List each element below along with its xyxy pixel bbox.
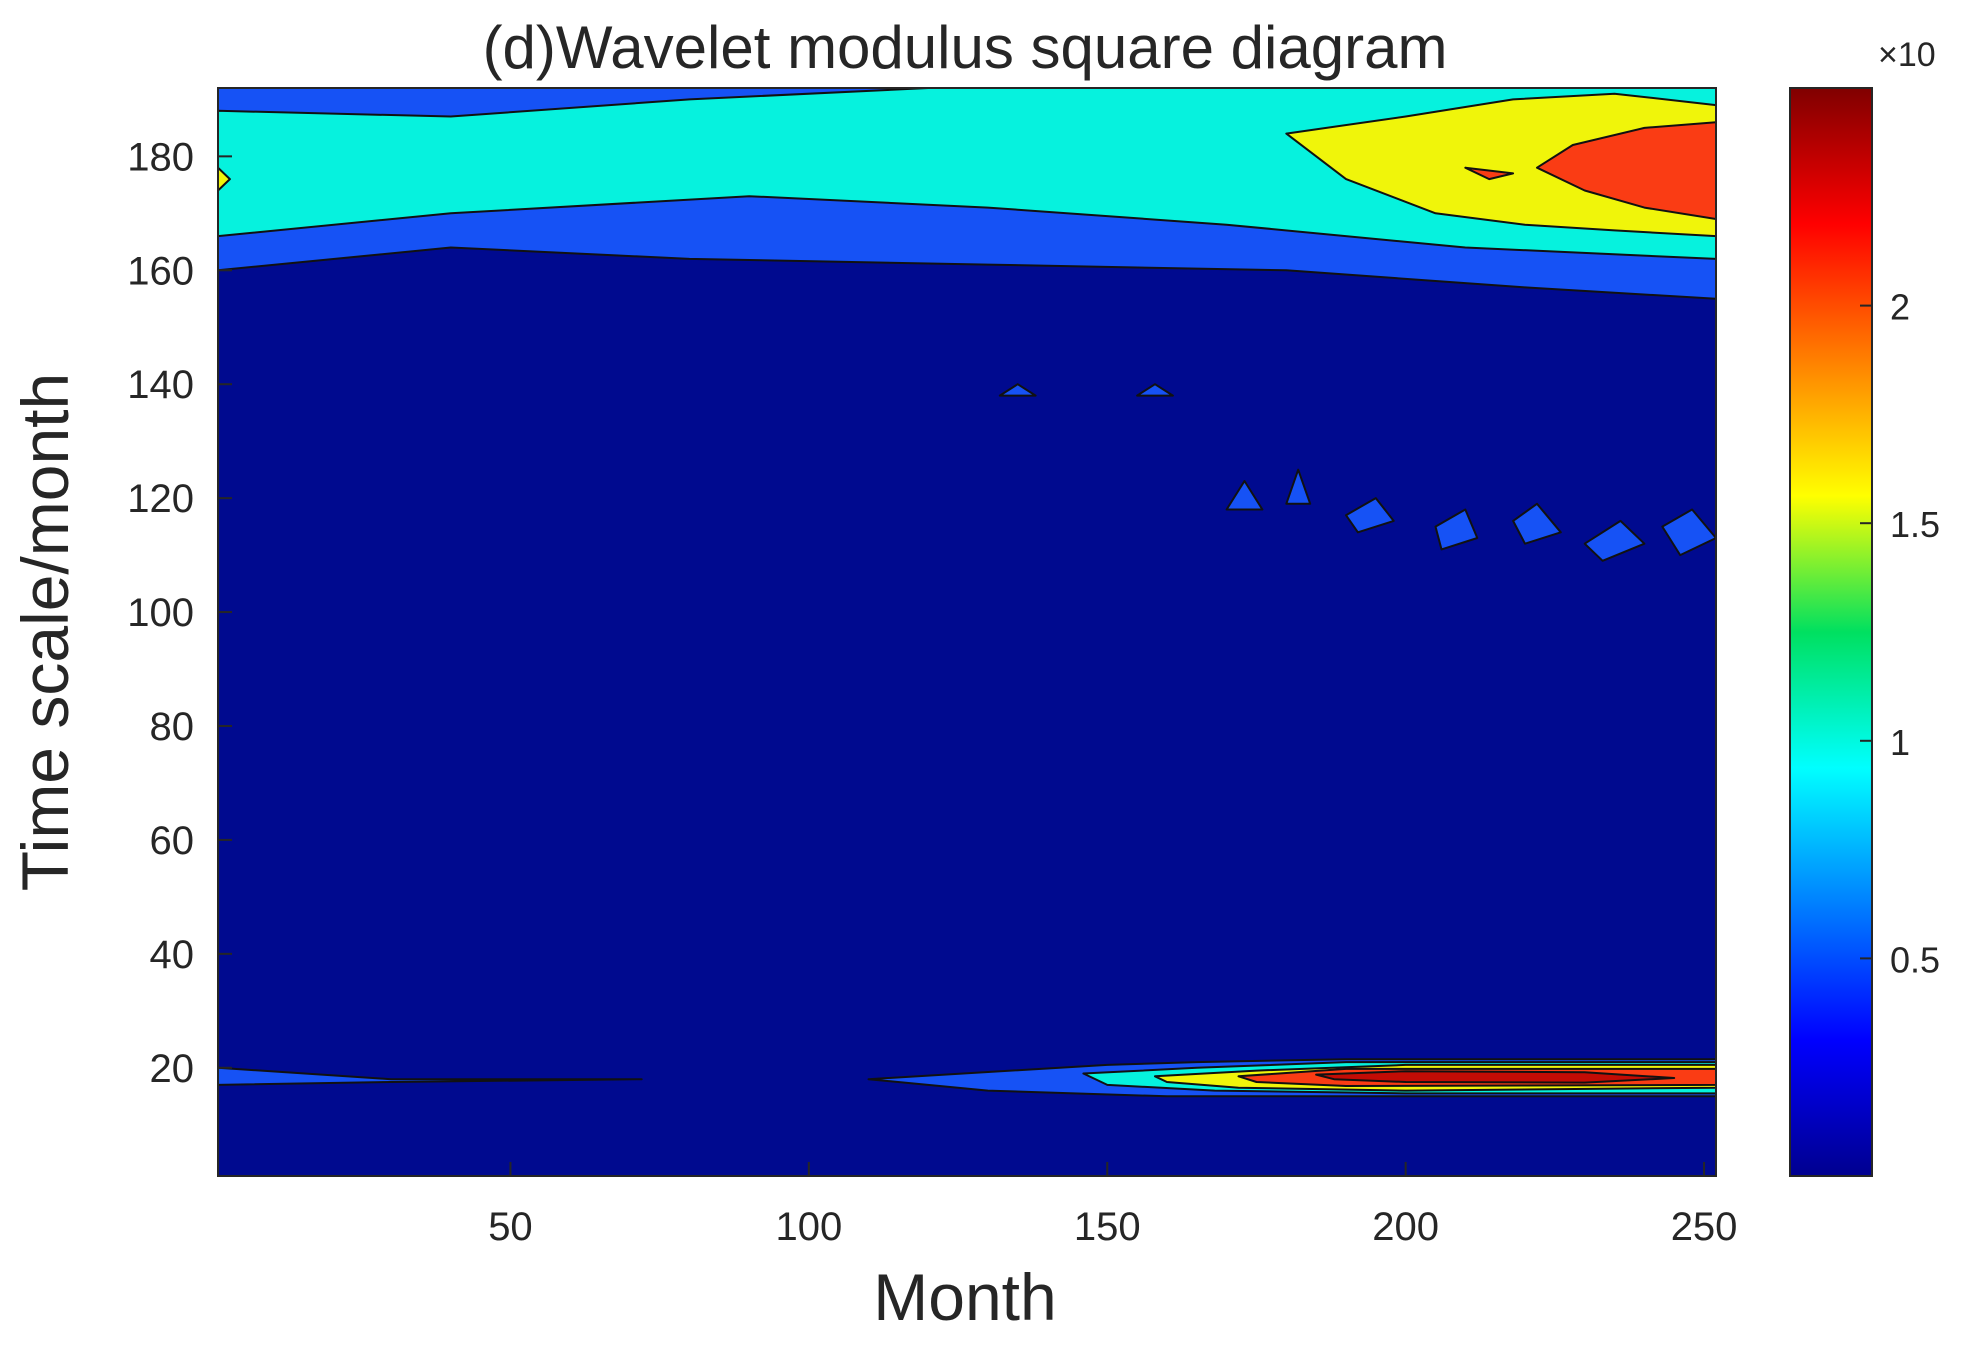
y-tick-label: 20 [150,1047,195,1091]
colorbar: ×10 0.5 1 1.5 2 [1789,36,1940,1177]
colorbar-tick-label: 1.5 [1890,504,1940,545]
contour-region-11 [1315,1070,1676,1084]
contour-region-16 [1345,497,1395,534]
x-tick-label: 200 [1372,1205,1439,1249]
plot-frame [217,87,1717,1177]
colorbar-tick-label: 1 [1890,722,1910,763]
y-tick-label: 140 [127,363,194,407]
colorbar-tick-label: 0.5 [1890,939,1940,980]
colorbar-exponent-label: ×10 [1878,36,1936,74]
contour-region-3 [1285,92,1716,238]
contour-region-17 [1434,508,1479,551]
y-tick-label: 100 [127,591,194,635]
y-tick-label: 80 [150,705,195,749]
contour-region-2 [218,166,231,192]
contour-region-12 [998,383,1037,397]
contour-region-18 [1512,502,1562,545]
x-tick-label: 100 [775,1205,842,1249]
y-tick-label: 180 [127,135,194,179]
contour-region-14 [1225,480,1264,511]
colorbar-ticks: 0.5 1 1.5 2 [1860,287,1940,980]
y-tick-label: 40 [150,933,195,977]
contour-regions [218,88,1716,1098]
x-axis-label: Month [873,1260,1056,1334]
contour-region-19 [1583,519,1646,562]
contour-region-20 [1661,508,1716,557]
x-tick-label: 150 [1074,1205,1141,1249]
contour-region-13 [1136,383,1174,397]
contour-region-5 [1464,166,1515,181]
y-tick-label: 160 [127,249,194,293]
contour-region-4 [1536,121,1716,220]
chart-title: (d)Wavelet modulus square diagram [483,14,1448,81]
contour-region-6 [218,1066,643,1086]
x-tick-label: 250 [1671,1205,1738,1249]
colorbar-tick-label: 2 [1890,287,1910,328]
y-axis-ticks: 20 40 60 80 100 120 140 160 180 [127,135,232,1091]
plot-area [217,87,1717,1177]
colorbar-gradient [1789,87,1873,1177]
y-tick-label: 120 [127,477,194,521]
x-axis-ticks: 50 100 150 200 250 [488,1162,1737,1249]
y-axis-label: Time scale/month [8,373,82,891]
y-tick-label: 60 [150,819,195,863]
x-tick-label: 50 [488,1205,533,1249]
contour-region-15 [1285,468,1312,505]
